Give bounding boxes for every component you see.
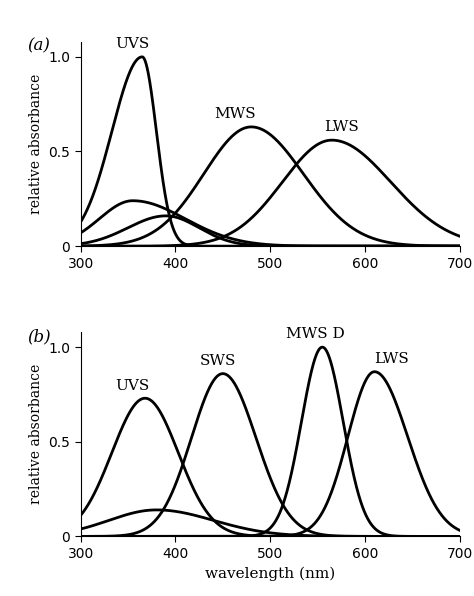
Text: MWS D: MWS D: [286, 327, 345, 342]
Y-axis label: relative absorbance: relative absorbance: [28, 364, 43, 504]
Text: (b): (b): [27, 328, 51, 345]
X-axis label: wavelength (nm): wavelength (nm): [205, 566, 335, 581]
Text: UVS: UVS: [116, 37, 150, 51]
Text: LWS: LWS: [374, 352, 409, 366]
Text: UVS: UVS: [116, 378, 150, 393]
Text: MWS: MWS: [214, 107, 256, 121]
Y-axis label: relative absorbance: relative absorbance: [28, 74, 43, 214]
Text: SWS: SWS: [200, 354, 236, 368]
Text: (a): (a): [27, 38, 50, 55]
Text: LWS: LWS: [324, 120, 359, 135]
